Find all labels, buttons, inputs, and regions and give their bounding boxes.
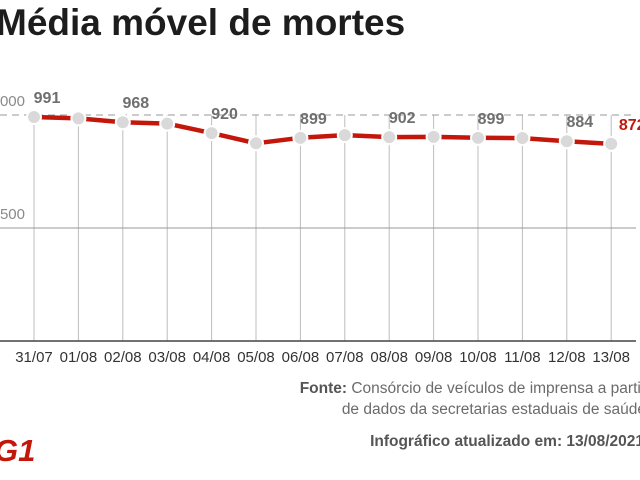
chart-title: Média móvel de mortes bbox=[0, 2, 406, 43]
x-tick-label: 13/08 bbox=[592, 349, 630, 366]
label-layer: 991 968 920 899 902 899 884 872 bbox=[34, 90, 640, 134]
x-tick-label: 04/08 bbox=[193, 349, 231, 366]
data-point bbox=[336, 127, 353, 144]
data-label: 991 bbox=[34, 90, 61, 107]
data-point bbox=[514, 130, 531, 147]
data-label: 920 bbox=[211, 106, 238, 123]
x-tick-label: 12/08 bbox=[548, 349, 586, 366]
x-tick-label: 06/08 bbox=[282, 349, 320, 366]
data-point bbox=[26, 109, 42, 126]
data-point bbox=[159, 115, 176, 132]
data-point bbox=[292, 129, 309, 146]
x-tick-label: 01/08 bbox=[60, 349, 98, 366]
svg-text:G1: G1 bbox=[0, 434, 35, 464]
source-text-line2: de dados da secretarias estaduais de saú… bbox=[341, 401, 640, 418]
x-tick-label: 03/08 bbox=[148, 349, 186, 366]
x-tick-label: 10/08 bbox=[459, 349, 497, 366]
data-point bbox=[70, 110, 87, 127]
source-text-line1: Consórcio de veículos de imprensa a part… bbox=[347, 380, 640, 397]
data-point bbox=[114, 114, 131, 131]
updated-note: Infográfico atualizado em: 13/08/2021 bbox=[370, 433, 640, 450]
line-chart: 991 968 920 899 902 899 884 872 1.000 500 31/07 01… bbox=[0, 90, 640, 366]
data-label: 899 bbox=[478, 111, 505, 128]
data-label: 968 bbox=[122, 95, 149, 112]
x-tick-label: 11/08 bbox=[504, 349, 540, 366]
g1-logo: G1 bbox=[0, 434, 35, 464]
source-note: Fonte: Consórcio de veículos de imprensa… bbox=[300, 378, 640, 420]
data-point bbox=[425, 128, 442, 145]
data-point bbox=[603, 135, 620, 152]
x-tick-label: 09/08 bbox=[415, 349, 453, 366]
x-tick-label: 02/08 bbox=[104, 349, 142, 366]
grid-layer bbox=[0, 114, 636, 341]
data-label: 884 bbox=[566, 114, 593, 131]
x-tick-label: 08/08 bbox=[370, 349, 408, 366]
x-tick-label: 31/07 bbox=[15, 349, 53, 366]
data-point bbox=[203, 125, 220, 142]
data-point bbox=[470, 129, 486, 146]
data-point bbox=[558, 133, 575, 150]
data-label: 902 bbox=[389, 110, 416, 127]
y-tick-label: 500 bbox=[0, 206, 25, 223]
point-layer bbox=[26, 109, 620, 152]
data-label: 872 bbox=[619, 117, 640, 134]
data-point bbox=[248, 135, 264, 152]
source-label: Fonte: bbox=[299, 380, 348, 397]
x-tick-label: 07/08 bbox=[326, 349, 364, 366]
data-label: 899 bbox=[300, 111, 327, 128]
axis-layer: 1.000 500 31/07 01/08 02/08 03/08 04/08 05/08 06… bbox=[0, 93, 636, 366]
y-tick-label: 1.000 bbox=[0, 93, 25, 110]
x-tick-label: 05/08 bbox=[237, 349, 275, 366]
data-point bbox=[381, 129, 398, 146]
